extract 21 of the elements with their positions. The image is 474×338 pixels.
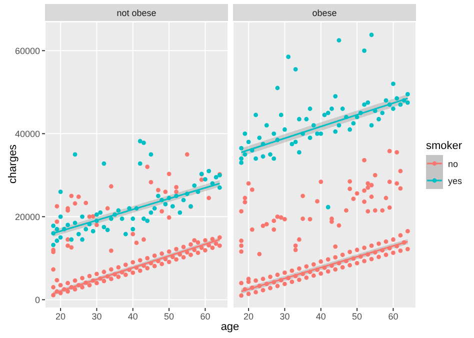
x-axis-title: age: [220, 321, 240, 333]
y-tick-label: 20000: [14, 212, 40, 222]
legend-label: no: [448, 158, 458, 168]
chart-title: obese: [233, 4, 416, 21]
x-tick-label: 20: [56, 311, 66, 322]
x-tick-label: 50: [352, 311, 362, 322]
y-axis-title: charges: [7, 144, 19, 184]
x-tick-label: 60: [388, 311, 398, 322]
legend-title: smoker: [426, 140, 462, 152]
legend-label: yes: [448, 176, 462, 186]
x-tick-label: 40: [316, 311, 326, 322]
x-tick-label: 40: [128, 311, 138, 322]
y-tick-label: 40000: [14, 128, 40, 139]
x-tick-label: 50: [164, 311, 174, 322]
x-tick-label: 60: [200, 311, 210, 322]
x-tick-label: 30: [92, 311, 102, 322]
y-tick-label: 0: [34, 294, 40, 305]
x-tick-label: 20: [244, 311, 254, 322]
y-tick-label: 60000: [14, 46, 40, 56]
chart-title: not obese: [45, 4, 228, 21]
x-tick-label: 30: [280, 311, 290, 322]
